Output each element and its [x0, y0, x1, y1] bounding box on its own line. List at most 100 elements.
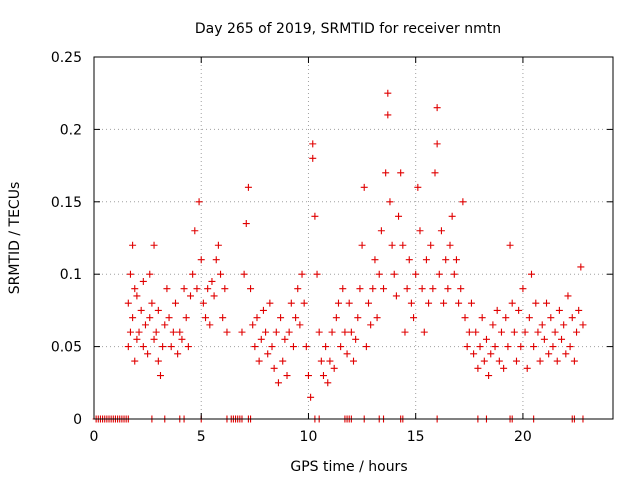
data-point — [489, 321, 497, 329]
data-point — [238, 328, 246, 336]
data-point — [386, 198, 394, 206]
data-point — [294, 285, 302, 293]
data-point — [322, 343, 330, 351]
data-point — [397, 169, 405, 177]
data-point — [472, 328, 480, 336]
data-point — [380, 285, 388, 293]
data-point — [382, 169, 390, 177]
data-point — [577, 263, 585, 271]
data-point — [429, 285, 437, 293]
data-point — [545, 350, 553, 358]
data-point — [384, 111, 392, 119]
data-point — [480, 357, 488, 365]
data-point — [431, 169, 439, 177]
data-point — [407, 299, 415, 307]
data-point — [356, 285, 364, 293]
data-point — [444, 285, 452, 293]
data-point — [208, 277, 216, 285]
data-point — [272, 328, 280, 336]
data-point — [131, 285, 139, 293]
data-point — [253, 314, 261, 322]
data-point — [493, 306, 501, 314]
data-point — [525, 314, 533, 322]
data-point — [373, 314, 381, 322]
data-point — [141, 321, 149, 329]
data-point — [410, 314, 418, 322]
data-point — [560, 321, 568, 329]
data-point — [309, 140, 317, 148]
data-point — [392, 292, 400, 300]
data-point — [549, 343, 557, 351]
data-point — [148, 299, 156, 307]
data-point — [315, 328, 323, 336]
data-point — [212, 256, 220, 264]
data-point — [217, 270, 225, 278]
data-point — [343, 350, 351, 358]
data-point — [255, 357, 263, 365]
data-point — [247, 285, 255, 293]
data-point — [341, 328, 349, 336]
data-point — [176, 328, 184, 336]
data-point — [352, 335, 360, 343]
data-point — [193, 285, 201, 293]
data-point — [369, 285, 377, 293]
y-tick-label: 0.2 — [60, 122, 82, 138]
data-point — [568, 314, 576, 322]
data-point — [174, 350, 182, 358]
data-point — [412, 270, 420, 278]
data-point — [463, 343, 471, 351]
plot-frame — [93, 56, 614, 420]
data-point — [573, 328, 581, 336]
data-point — [332, 314, 340, 322]
data-point — [283, 372, 291, 380]
data-point — [214, 241, 222, 249]
data-point — [150, 335, 158, 343]
data-point — [467, 299, 475, 307]
data-point — [292, 314, 300, 322]
data-point — [371, 256, 379, 264]
data-point — [422, 256, 430, 264]
data-point — [298, 270, 306, 278]
data-point — [579, 321, 587, 329]
data-point — [350, 357, 357, 365]
data-point — [313, 270, 321, 278]
data-point — [129, 314, 137, 322]
data-point — [558, 335, 566, 343]
data-point — [530, 343, 538, 351]
data-point — [187, 292, 195, 300]
data-point — [178, 335, 186, 343]
data-point — [163, 285, 171, 293]
data-point — [184, 343, 192, 351]
data-point — [455, 299, 463, 307]
data-point — [523, 364, 531, 372]
data-point — [296, 321, 304, 329]
data-point — [388, 241, 396, 249]
data-point — [139, 343, 147, 351]
data-point — [465, 328, 473, 336]
data-point — [540, 335, 548, 343]
data-point — [154, 306, 162, 314]
data-point — [165, 314, 173, 322]
data-point — [420, 328, 428, 336]
data-point — [334, 299, 342, 307]
data-point — [534, 328, 542, 336]
data-point — [474, 364, 482, 372]
data-point — [146, 270, 154, 278]
data-point — [437, 227, 445, 235]
data-point — [300, 299, 308, 307]
data-point — [262, 328, 270, 336]
data-point — [485, 372, 493, 380]
data-point — [219, 314, 227, 322]
data-point — [319, 372, 327, 380]
data-point — [264, 350, 272, 358]
x-tick-label: 0 — [90, 429, 99, 445]
data-point — [274, 379, 282, 387]
data-point — [536, 357, 544, 365]
data-point — [171, 299, 179, 307]
y-tick-label: 0 — [73, 412, 82, 428]
data-point — [414, 183, 422, 191]
data-point — [189, 270, 197, 278]
data-point — [440, 299, 448, 307]
data-point — [326, 357, 334, 365]
data-point — [551, 328, 559, 336]
